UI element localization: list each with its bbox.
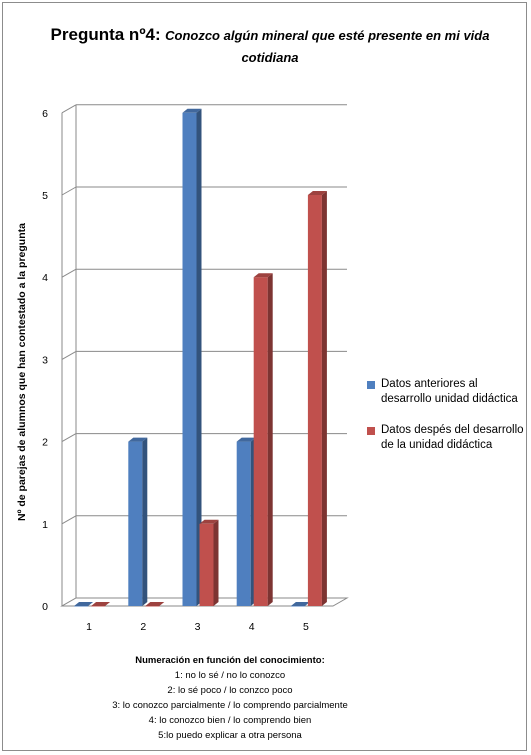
bar-2-cat-4-side bbox=[267, 273, 273, 606]
legend-item-series-1: Datos anteriores al desarrollo unidad di… bbox=[367, 377, 529, 407]
y-tick-label: 3 bbox=[42, 354, 48, 366]
bar-2-cat-1 bbox=[91, 606, 106, 607]
gridline-side bbox=[61, 104, 77, 114]
bar-1-cat-4-top bbox=[236, 437, 256, 442]
bar-1-cat-3-top bbox=[182, 108, 202, 113]
chart-title: Pregunta nº4: Conozco algún mineral que … bbox=[40, 24, 500, 69]
y-tick-label: 2 bbox=[42, 437, 48, 449]
bar-2-cat-2-top bbox=[145, 602, 165, 606]
gridline-side bbox=[61, 268, 77, 278]
y-tick-label: 6 bbox=[42, 108, 48, 120]
bar-1-cat-4 bbox=[236, 441, 251, 606]
bar-1-cat-2 bbox=[128, 441, 143, 606]
bar-2-cat-5 bbox=[307, 195, 322, 606]
bar-2-cat-4 bbox=[253, 277, 268, 606]
gridline-side bbox=[61, 433, 77, 443]
bar-1-cat-3-side bbox=[196, 108, 202, 607]
x-note-1: 1: no lo sé / no lo conozco bbox=[174, 670, 286, 681]
x-note-3: 3: lo conozco parcialmente / lo comprend… bbox=[112, 700, 348, 711]
x-tick-label: 1 bbox=[86, 621, 92, 633]
legend-swatch-series-2 bbox=[367, 427, 375, 435]
bar-1-cat-3 bbox=[182, 112, 197, 607]
legend-label-series-2: Datos despés del desarrollo de la unidad… bbox=[381, 424, 524, 451]
gridline-side bbox=[61, 186, 77, 196]
x-note-4: 4: lo conozco bien / lo comprendo bien bbox=[148, 715, 312, 726]
bar-2-cat-3-side bbox=[213, 519, 219, 606]
legend-swatch-series-1 bbox=[367, 381, 375, 389]
x-tick-label: 3 bbox=[195, 621, 201, 633]
bar-2-cat-5-side bbox=[321, 191, 327, 606]
chart-title-main: Pregunta nº4: bbox=[50, 25, 161, 44]
bar-1-cat-5-top bbox=[290, 602, 310, 606]
bar-1-cat-1 bbox=[74, 606, 89, 607]
x-note-2: 2: lo sé poco / lo conzco poco bbox=[167, 685, 293, 696]
legend-label-series-1: Datos anteriores al desarrollo unidad di… bbox=[381, 378, 518, 405]
bar-1-cat-5 bbox=[290, 606, 305, 607]
bar-2-cat-5-top bbox=[307, 191, 327, 195]
bar-2-cat-3 bbox=[199, 523, 214, 606]
gridline-side bbox=[61, 515, 77, 525]
y-tick-label: 5 bbox=[42, 190, 48, 202]
bar-1-cat-1-top bbox=[74, 602, 94, 606]
x-axis-title: Numeración en función del conocimiento: bbox=[135, 655, 325, 666]
legend-item-series-2: Datos despés del desarrollo de la unidad… bbox=[367, 423, 529, 453]
bar-2-cat-3-top bbox=[199, 519, 219, 524]
chart-subtitle: Conozco algún mineral que esté presente … bbox=[165, 28, 490, 65]
bar-2-cat-4-top bbox=[253, 273, 273, 278]
bar-2-cat-1-top bbox=[91, 602, 111, 606]
x-tick-label: 5 bbox=[303, 621, 309, 633]
x-tick-label: 2 bbox=[140, 621, 146, 633]
gridline-side bbox=[61, 350, 77, 360]
bar-1-cat-2-side bbox=[142, 437, 148, 606]
y-tick-label: 4 bbox=[42, 272, 48, 284]
y-tick-label: 0 bbox=[42, 601, 48, 613]
bar-1-cat-2-top bbox=[128, 437, 148, 442]
legend: Datos anteriores al desarrollo unidad di… bbox=[367, 377, 529, 469]
bar-2-cat-2 bbox=[145, 606, 160, 607]
x-axis-notes: Numeración en función del conocimiento: … bbox=[60, 653, 400, 743]
x-note-5: 5:lo puedo explicar a otra persona bbox=[158, 730, 302, 741]
x-tick-label: 4 bbox=[249, 621, 255, 633]
y-tick-label: 1 bbox=[42, 519, 48, 531]
